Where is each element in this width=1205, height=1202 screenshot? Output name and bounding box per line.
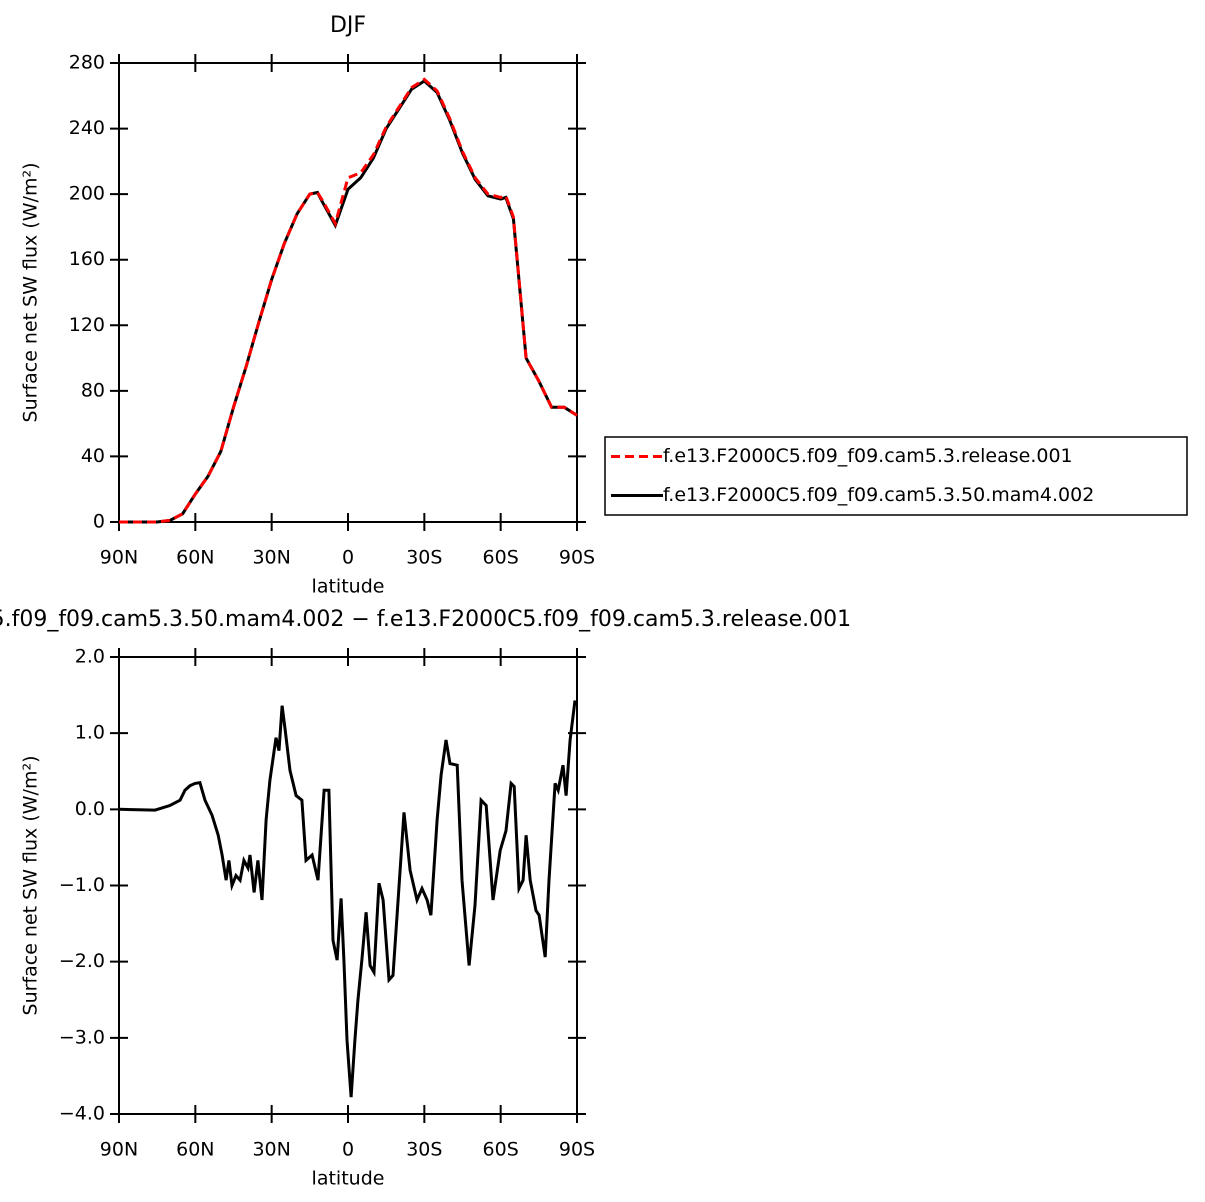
x-tick-label: 60N (176, 547, 214, 569)
y-axis-label: Surface net SW flux (W/m²) (20, 756, 42, 1016)
x-tick-label: 60S (483, 547, 519, 569)
x-tick-label: 90S (559, 1139, 595, 1161)
x-tick-label: 90N (100, 547, 138, 569)
y-tick-label: −1.0 (59, 874, 105, 896)
y-tick-label: 0 (93, 511, 105, 533)
data-line (118, 700, 577, 1098)
data-line (119, 77, 578, 524)
y-tick-label: 40 (81, 445, 105, 467)
plot-frame (118, 62, 578, 523)
x-tick-label: 30N (252, 547, 290, 569)
y-tick-label: 160 (69, 248, 105, 270)
y-tick-label: 200 (69, 183, 105, 205)
x-tick-label: 90N (100, 1139, 138, 1161)
x-tick-label: 30N (252, 1139, 290, 1161)
x-tick-label: 30S (406, 547, 442, 569)
y-tick-label: 120 (69, 314, 105, 336)
legend-label: f.e13.F2000C5.f09_f09.cam5.3.release.001 (663, 445, 1073, 467)
y-tick-label: 80 (81, 379, 105, 401)
x-tick-label: 30S (406, 1139, 442, 1161)
legend-box (604, 436, 1188, 516)
legend-label: f.e13.F2000C5.f09_f09.cam5.3.50.mam4.002 (663, 484, 1094, 506)
y-tick-label: 280 (69, 52, 105, 74)
y-tick-label: 1.0 (75, 722, 105, 744)
x-tick-label: 60S (483, 1139, 519, 1161)
y-tick-label: 2.0 (75, 646, 105, 668)
x-tick-label: 0 (342, 547, 354, 569)
x-axis-label: latitude (312, 576, 385, 598)
y-tick-label: −3.0 (59, 1026, 105, 1048)
y-tick-label: 240 (69, 117, 105, 139)
chart-title: DJF (330, 13, 366, 38)
y-tick-label: −4.0 (59, 1103, 105, 1125)
x-axis-label: latitude (312, 1168, 385, 1190)
x-tick-label: 90S (559, 547, 595, 569)
x-tick-label: 0 (342, 1139, 354, 1161)
y-tick-label: −2.0 (59, 950, 105, 972)
y-axis-label: Surface net SW flux (W/m²) (20, 163, 42, 423)
data-line (119, 79, 578, 524)
x-tick-label: 60N (176, 1139, 214, 1161)
y-tick-label: 0.0 (75, 798, 105, 820)
chart-title: f.e13.F2000C5.f09_f09.cam5.3.50.mam4.002… (0, 607, 851, 632)
